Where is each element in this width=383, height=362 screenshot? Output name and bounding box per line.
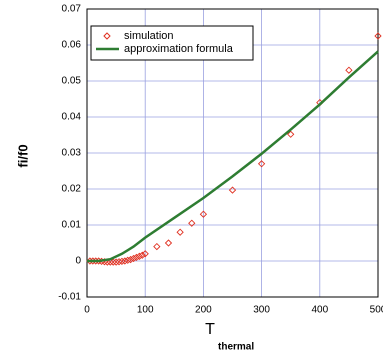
- data-point: [135, 252, 144, 260]
- data-point: [199, 210, 208, 218]
- x-axis-label-sub: thermal: [218, 342, 254, 353]
- data-point: [121, 257, 129, 265]
- data-point: [112, 258, 120, 266]
- legend-marker: [103, 32, 111, 40]
- x-axis-label: T: [205, 321, 215, 338]
- data-point: [124, 256, 132, 264]
- y-tick-label: 0.07: [62, 4, 82, 15]
- data-point: [153, 242, 161, 251]
- y-tick-label: 0: [75, 256, 81, 267]
- data-point: [257, 160, 266, 168]
- y-axis-label: fi/f0: [15, 144, 30, 167]
- y-tick-label: 0.02: [62, 184, 82, 195]
- data-point: [118, 257, 126, 265]
- y-tick-label: 0.03: [62, 148, 82, 159]
- data-point: [287, 130, 295, 138]
- data-point: [374, 32, 382, 40]
- data-point: [141, 250, 149, 258]
- data-point: [127, 255, 135, 264]
- x-tick-label: 400: [311, 305, 328, 316]
- data-point: [115, 258, 123, 266]
- data-point: [106, 258, 114, 266]
- data-point: [129, 254, 138, 263]
- data-point: [138, 251, 146, 259]
- data-point: [345, 66, 353, 74]
- data-point: [109, 258, 117, 266]
- x-tick-label: 500: [370, 305, 383, 316]
- data-point: [228, 186, 237, 194]
- legend-label: approximation formula: [124, 43, 234, 55]
- y-tick-label: 0.04: [62, 112, 82, 123]
- data-point: [132, 253, 141, 262]
- y-tick-label: -0.01: [58, 292, 81, 303]
- legend-label: simulation: [124, 30, 174, 42]
- data-point: [176, 228, 184, 236]
- data-point: [164, 239, 173, 247]
- x-tick-label: 100: [137, 305, 154, 316]
- data-point: [188, 219, 196, 227]
- y-tick-label: 0.05: [62, 76, 82, 87]
- data-line: [87, 50, 379, 263]
- plot-frame: [86, 8, 379, 298]
- y-tick-label: 0.01: [62, 220, 82, 231]
- x-tick-label: 0: [84, 305, 90, 316]
- x-tick-label: 300: [253, 305, 270, 316]
- y-tick-label: 0.06: [62, 40, 82, 51]
- legend-box: [90, 25, 254, 61]
- x-tick-label: 200: [195, 305, 212, 316]
